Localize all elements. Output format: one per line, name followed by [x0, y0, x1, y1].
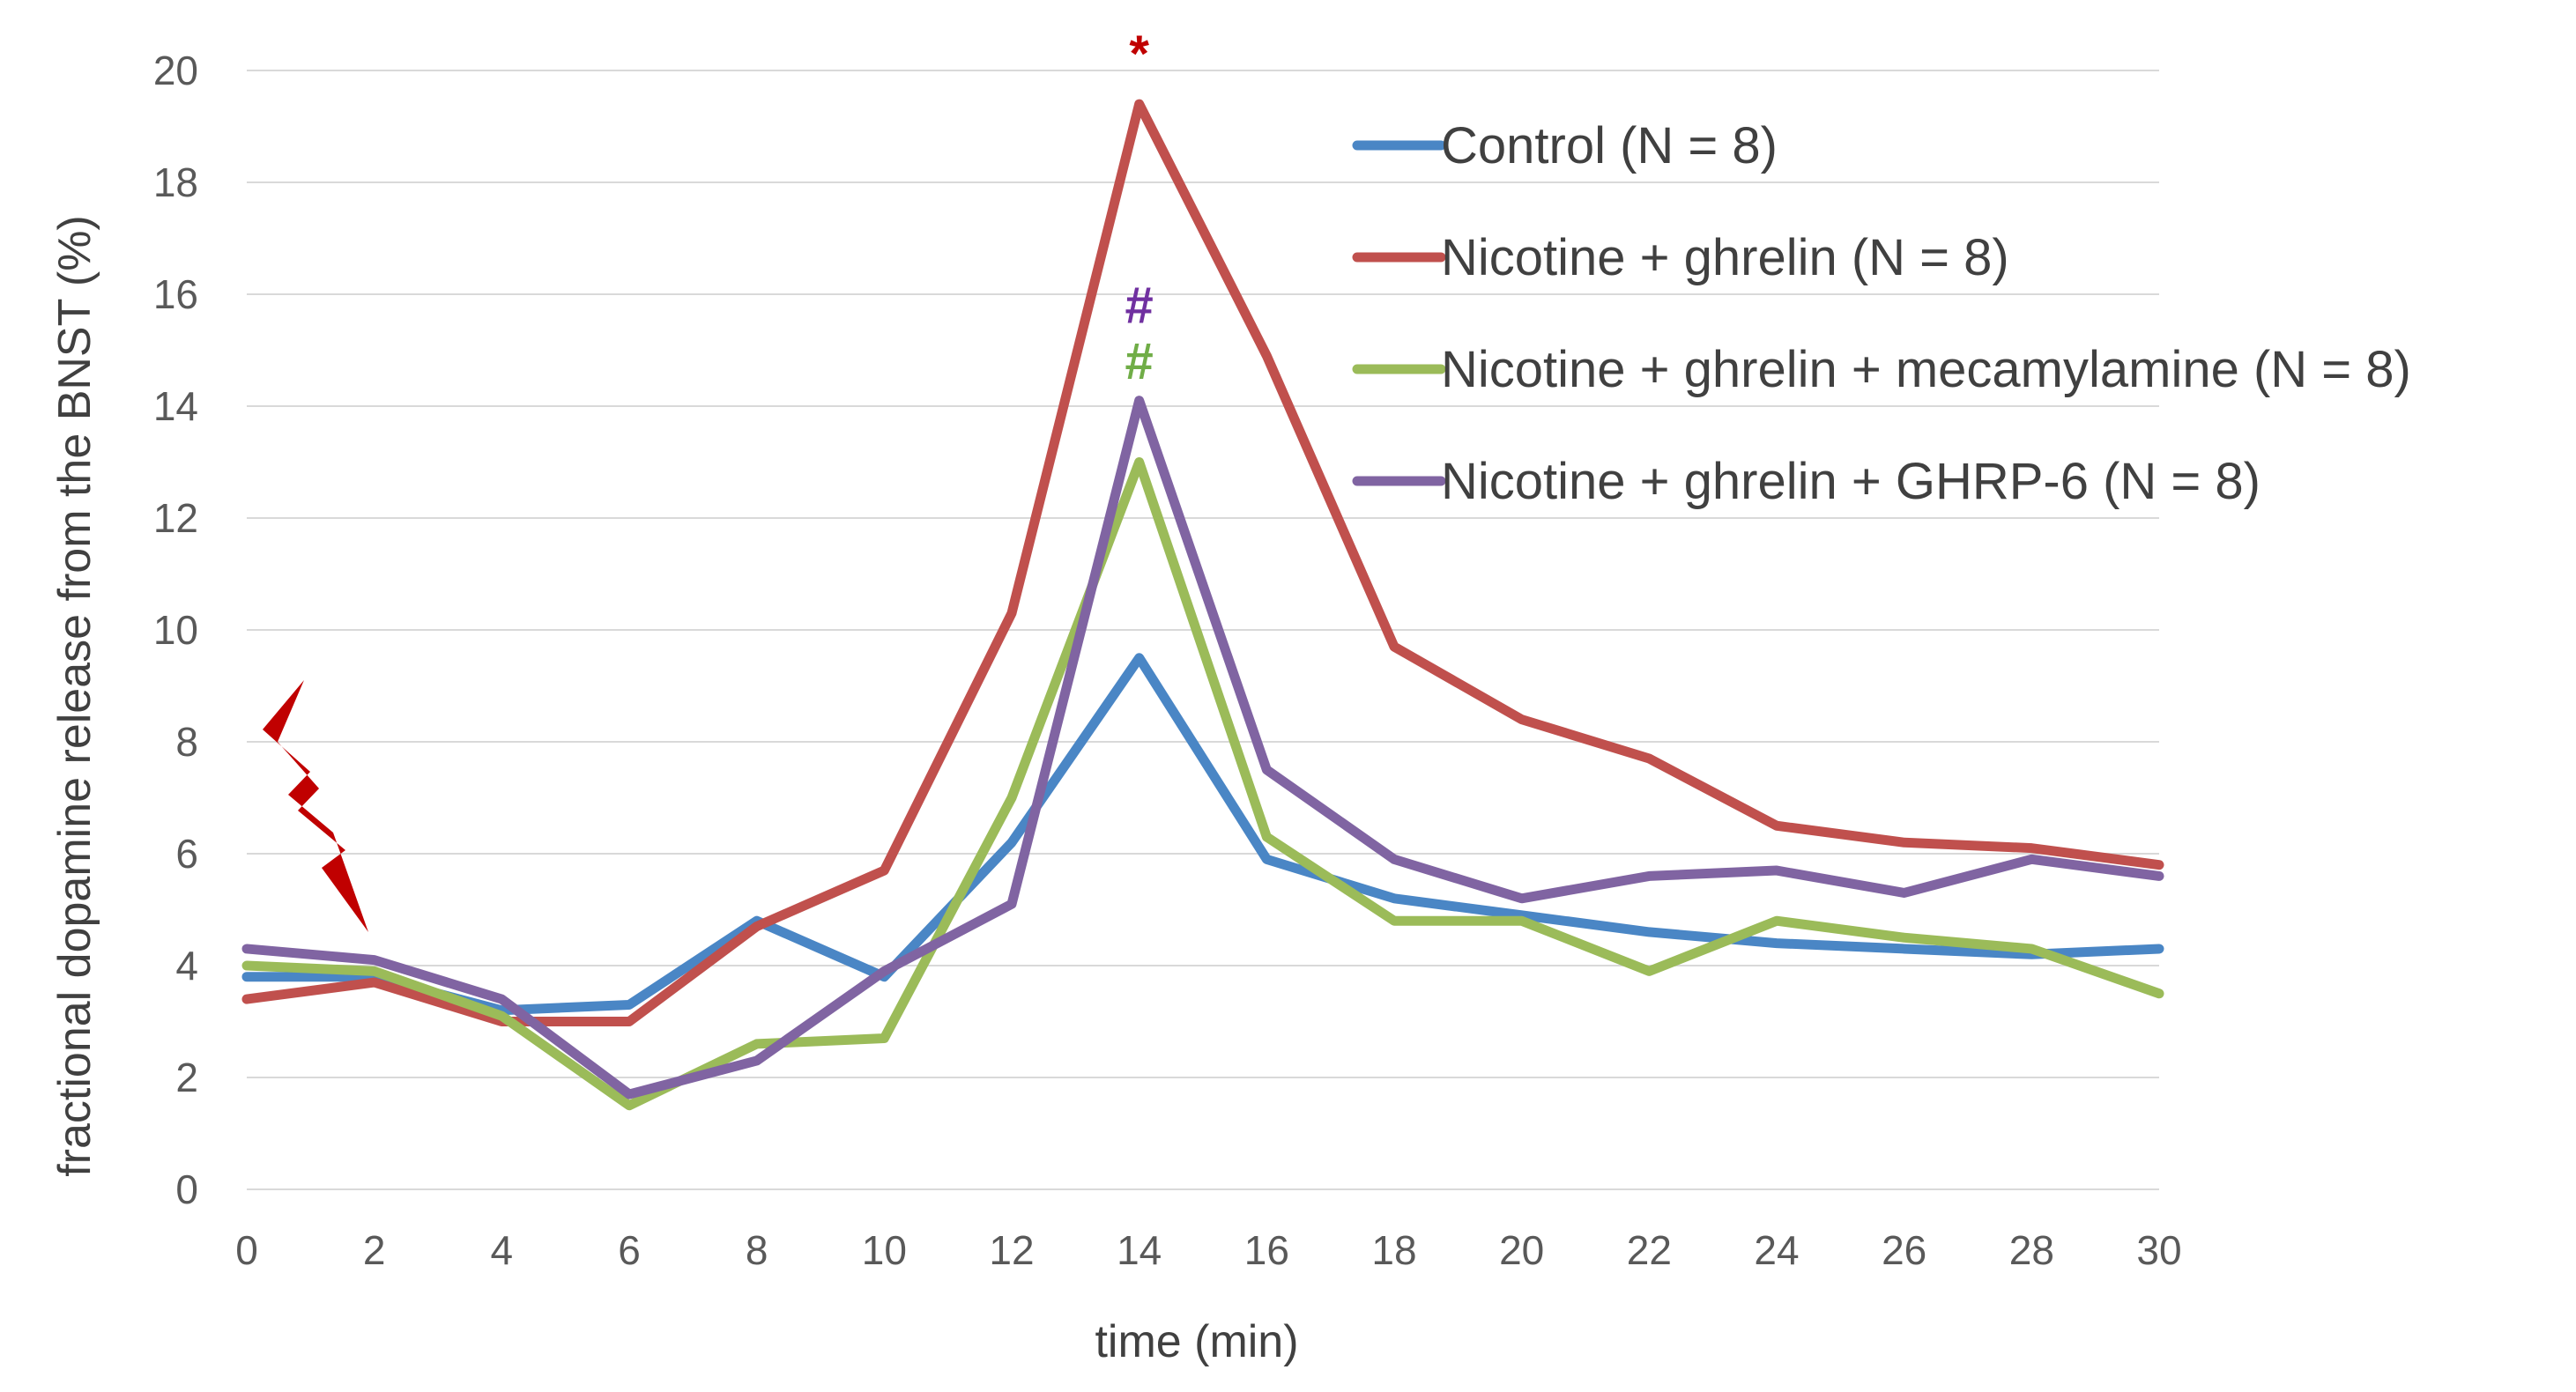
- x-tick-label: 28: [2009, 1227, 2054, 1273]
- series-line-4: [241, 396, 2164, 1100]
- significance-mark: #: [1125, 278, 1154, 335]
- x-tick-label: 2: [363, 1227, 386, 1273]
- series-line-2: [241, 99, 2164, 1026]
- legend-label-1: Control (N = 8): [1441, 117, 1778, 174]
- legend: Control (N = 8) Nicotine + ghrelin (N = 8…: [1352, 117, 2411, 510]
- significance-mark: *: [1129, 26, 1149, 83]
- annotation-layer: * ##: [1125, 26, 1154, 390]
- y-tick-label: 16: [153, 271, 198, 317]
- legend-label-4: Nicotine + ghrelin + GHRP-6 (N = 8): [1441, 453, 2260, 510]
- y-tick-label: 6: [175, 831, 198, 877]
- y-axis-ticks: 0 2 4 6 8 10 12 14 16 18 20: [153, 48, 198, 1212]
- x-tick-label: 10: [862, 1227, 907, 1273]
- y-axis-title: fractional dopamine release from the BNS…: [49, 215, 100, 1177]
- y-tick-label: 2: [175, 1055, 198, 1100]
- x-tick-label: 18: [1371, 1227, 1416, 1273]
- y-tick-label: 12: [153, 495, 198, 541]
- y-tick-label: 20: [153, 48, 198, 93]
- y-tick-label: 8: [175, 719, 198, 765]
- x-tick-label: 24: [1754, 1227, 1799, 1273]
- y-tick-label: 14: [153, 383, 198, 429]
- y-tick-label: 4: [175, 943, 198, 988]
- series-line-3: [241, 457, 2164, 1111]
- x-tick-label: 20: [1499, 1227, 1544, 1273]
- legend-label-3: Nicotine + ghrelin + mecamylamine (N = 8…: [1441, 341, 2411, 398]
- x-tick-label: 6: [618, 1227, 641, 1273]
- significance-mark: #: [1125, 333, 1154, 390]
- legend-label-2: Nicotine + ghrelin (N = 8): [1441, 229, 2009, 286]
- x-tick-label: 16: [1244, 1227, 1289, 1273]
- series-layer: [241, 99, 2164, 1111]
- x-axis-ticks: 0 2 4 6 8 10 12 14 16 18 20 22 24 26 28 30: [235, 1227, 2181, 1273]
- y-tick-label: 18: [153, 159, 198, 205]
- x-tick-label: 12: [989, 1227, 1034, 1273]
- grid-layer: [247, 70, 2159, 1190]
- series-line-1: [241, 653, 2164, 1016]
- x-tick-label: 26: [1882, 1227, 1926, 1273]
- lightning-bolt-icon: [263, 680, 368, 932]
- x-tick-label: 30: [2136, 1227, 2181, 1273]
- x-axis-title: time (min): [1095, 1316, 1298, 1367]
- x-tick-label: 22: [1627, 1227, 1672, 1273]
- y-tick-label: 0: [175, 1166, 198, 1212]
- x-tick-label: 4: [491, 1227, 514, 1273]
- x-tick-label: 14: [1117, 1227, 1162, 1273]
- y-tick-label: 10: [153, 607, 198, 653]
- x-tick-label: 8: [746, 1227, 768, 1273]
- x-tick-label: 0: [235, 1227, 258, 1273]
